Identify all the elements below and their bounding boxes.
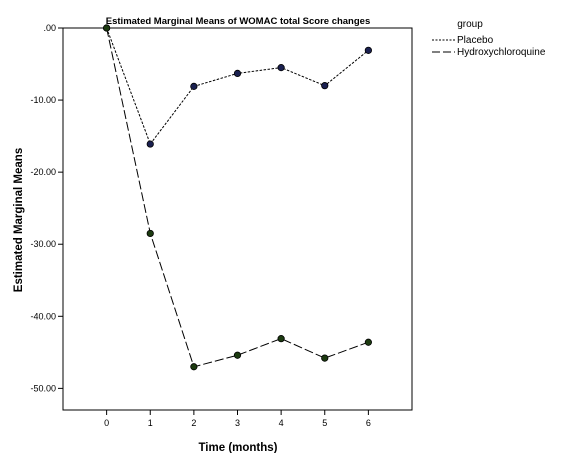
x-tick-label: 2 xyxy=(191,418,196,428)
y-tick-label: -10.00 xyxy=(30,95,56,105)
legend-title: group xyxy=(457,19,483,30)
data-point xyxy=(190,363,198,371)
y-tick-label: -50.00 xyxy=(30,383,56,393)
data-point xyxy=(277,335,285,343)
data-point xyxy=(364,46,372,54)
y-tick-label: .00 xyxy=(43,23,56,33)
y-tick-label: -40.00 xyxy=(30,311,56,321)
legend-label: Placebo xyxy=(457,35,494,46)
data-point xyxy=(277,64,285,72)
x-tick-label: 1 xyxy=(148,418,153,428)
y-tick-label: -20.00 xyxy=(30,167,56,177)
x-tick-label: 5 xyxy=(322,418,327,428)
data-point xyxy=(103,24,111,32)
x-tick-label: 6 xyxy=(366,418,371,428)
data-point xyxy=(321,82,329,90)
x-tick-label: 4 xyxy=(279,418,284,428)
data-point xyxy=(233,69,242,78)
chart-title: Estimated Marginal Means of WOMAC total … xyxy=(106,16,370,27)
series-markers xyxy=(103,24,372,371)
y-axis-title: Estimated Marginal Means xyxy=(13,148,25,292)
legend-label: Hydroxychloroquine xyxy=(457,47,546,58)
y-tick-label: -30.00 xyxy=(30,239,56,249)
data-point xyxy=(321,354,329,362)
x-tick-label: 0 xyxy=(104,418,109,428)
data-point xyxy=(146,140,154,148)
data-point xyxy=(233,351,242,359)
x-tick-label: 3 xyxy=(235,418,240,428)
data-point xyxy=(364,338,372,346)
data-point xyxy=(190,82,198,90)
x-axis-title: Time (months) xyxy=(198,442,277,453)
y-axis: .00 -10.00 -20.00 -30.00 -40.00 -50.00 xyxy=(30,23,63,393)
data-point xyxy=(146,229,154,238)
x-axis: 0 1 2 3 4 5 6 xyxy=(104,410,371,428)
